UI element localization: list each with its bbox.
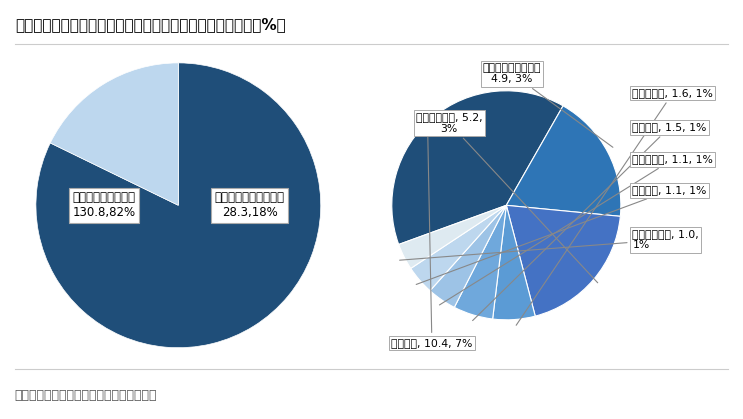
Text: 行驶系统, 1.1, 1%: 行驶系统, 1.1, 1% bbox=[416, 186, 707, 285]
Wedge shape bbox=[493, 205, 535, 320]
Text: 其他零部件, 1.6, 1%: 其他零部件, 1.6, 1% bbox=[516, 88, 713, 325]
Wedge shape bbox=[454, 205, 506, 319]
Text: 转向系统, 1.5, 1%: 转向系统, 1.5, 1% bbox=[473, 122, 707, 321]
Wedge shape bbox=[51, 63, 178, 205]
Text: 发动机零部件, 5.2,
3%: 发动机零部件, 5.2, 3% bbox=[416, 112, 597, 283]
Text: 汽车零部件出口美国，
28.3,18%: 汽车零部件出口美国， 28.3,18% bbox=[215, 191, 285, 219]
Text: 车身及附件、零件，
4.9, 3%: 车身及附件、零件， 4.9, 3% bbox=[483, 63, 613, 147]
Wedge shape bbox=[392, 91, 563, 244]
Text: 图：汽车行业中国对美国进口金额分布情况（单位：亿美元，%）: 图：汽车行业中国对美国进口金额分布情况（单位：亿美元，%） bbox=[15, 17, 285, 32]
Wedge shape bbox=[399, 205, 506, 269]
Text: 传动系统, 10.4, 7%: 传动系统, 10.4, 7% bbox=[392, 114, 473, 348]
Text: 数据来源：中汽协、广发证券发展研究中心: 数据来源：中汽协、广发证券发展研究中心 bbox=[15, 389, 158, 402]
Wedge shape bbox=[36, 63, 321, 348]
Text: 汽车整车进口美国，
130.8,82%: 汽车整车进口美国， 130.8,82% bbox=[73, 191, 136, 219]
Wedge shape bbox=[411, 205, 506, 291]
Wedge shape bbox=[506, 205, 620, 316]
Text: 发动机整机, 1.1, 1%: 发动机整机, 1.1, 1% bbox=[439, 155, 713, 305]
Text: 汽车电子电器, 1.0,
1%: 汽车电子电器, 1.0, 1% bbox=[400, 229, 699, 260]
Wedge shape bbox=[506, 106, 621, 216]
Wedge shape bbox=[430, 205, 506, 308]
